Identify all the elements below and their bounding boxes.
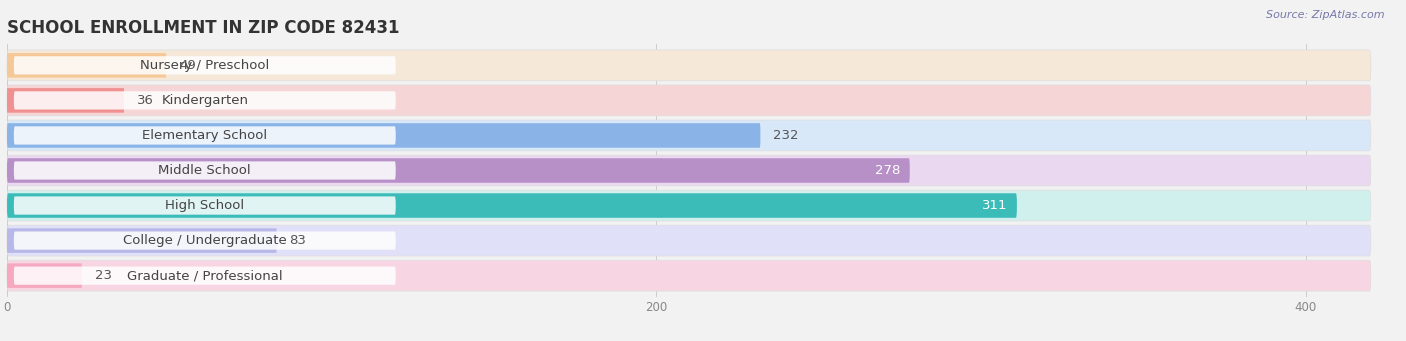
FancyBboxPatch shape xyxy=(14,126,395,145)
FancyBboxPatch shape xyxy=(14,232,395,250)
Text: Nursery / Preschool: Nursery / Preschool xyxy=(141,59,270,72)
FancyBboxPatch shape xyxy=(7,120,1371,151)
FancyBboxPatch shape xyxy=(14,91,395,109)
Text: 278: 278 xyxy=(875,164,900,177)
FancyBboxPatch shape xyxy=(7,88,124,113)
Text: 49: 49 xyxy=(179,59,195,72)
FancyBboxPatch shape xyxy=(7,50,1371,81)
FancyBboxPatch shape xyxy=(7,158,910,183)
Text: High School: High School xyxy=(166,199,245,212)
Text: 232: 232 xyxy=(773,129,799,142)
Text: 311: 311 xyxy=(981,199,1007,212)
Text: 83: 83 xyxy=(290,234,307,247)
Text: Elementary School: Elementary School xyxy=(142,129,267,142)
FancyBboxPatch shape xyxy=(14,56,395,74)
FancyBboxPatch shape xyxy=(7,193,1017,218)
Text: SCHOOL ENROLLMENT IN ZIP CODE 82431: SCHOOL ENROLLMENT IN ZIP CODE 82431 xyxy=(7,19,399,37)
FancyBboxPatch shape xyxy=(7,85,1371,116)
FancyBboxPatch shape xyxy=(7,190,1371,221)
FancyBboxPatch shape xyxy=(7,228,277,253)
Text: 23: 23 xyxy=(94,269,111,282)
FancyBboxPatch shape xyxy=(7,260,1371,291)
Text: College / Undergraduate: College / Undergraduate xyxy=(122,234,287,247)
FancyBboxPatch shape xyxy=(14,161,395,180)
FancyBboxPatch shape xyxy=(14,267,395,285)
FancyBboxPatch shape xyxy=(7,263,82,288)
Text: Graduate / Professional: Graduate / Professional xyxy=(127,269,283,282)
Text: Source: ZipAtlas.com: Source: ZipAtlas.com xyxy=(1267,10,1385,20)
Text: Middle School: Middle School xyxy=(159,164,252,177)
FancyBboxPatch shape xyxy=(7,53,166,78)
FancyBboxPatch shape xyxy=(7,123,761,148)
Text: Kindergarten: Kindergarten xyxy=(162,94,249,107)
FancyBboxPatch shape xyxy=(14,196,395,215)
FancyBboxPatch shape xyxy=(7,155,1371,186)
FancyBboxPatch shape xyxy=(7,225,1371,256)
Text: 36: 36 xyxy=(136,94,153,107)
